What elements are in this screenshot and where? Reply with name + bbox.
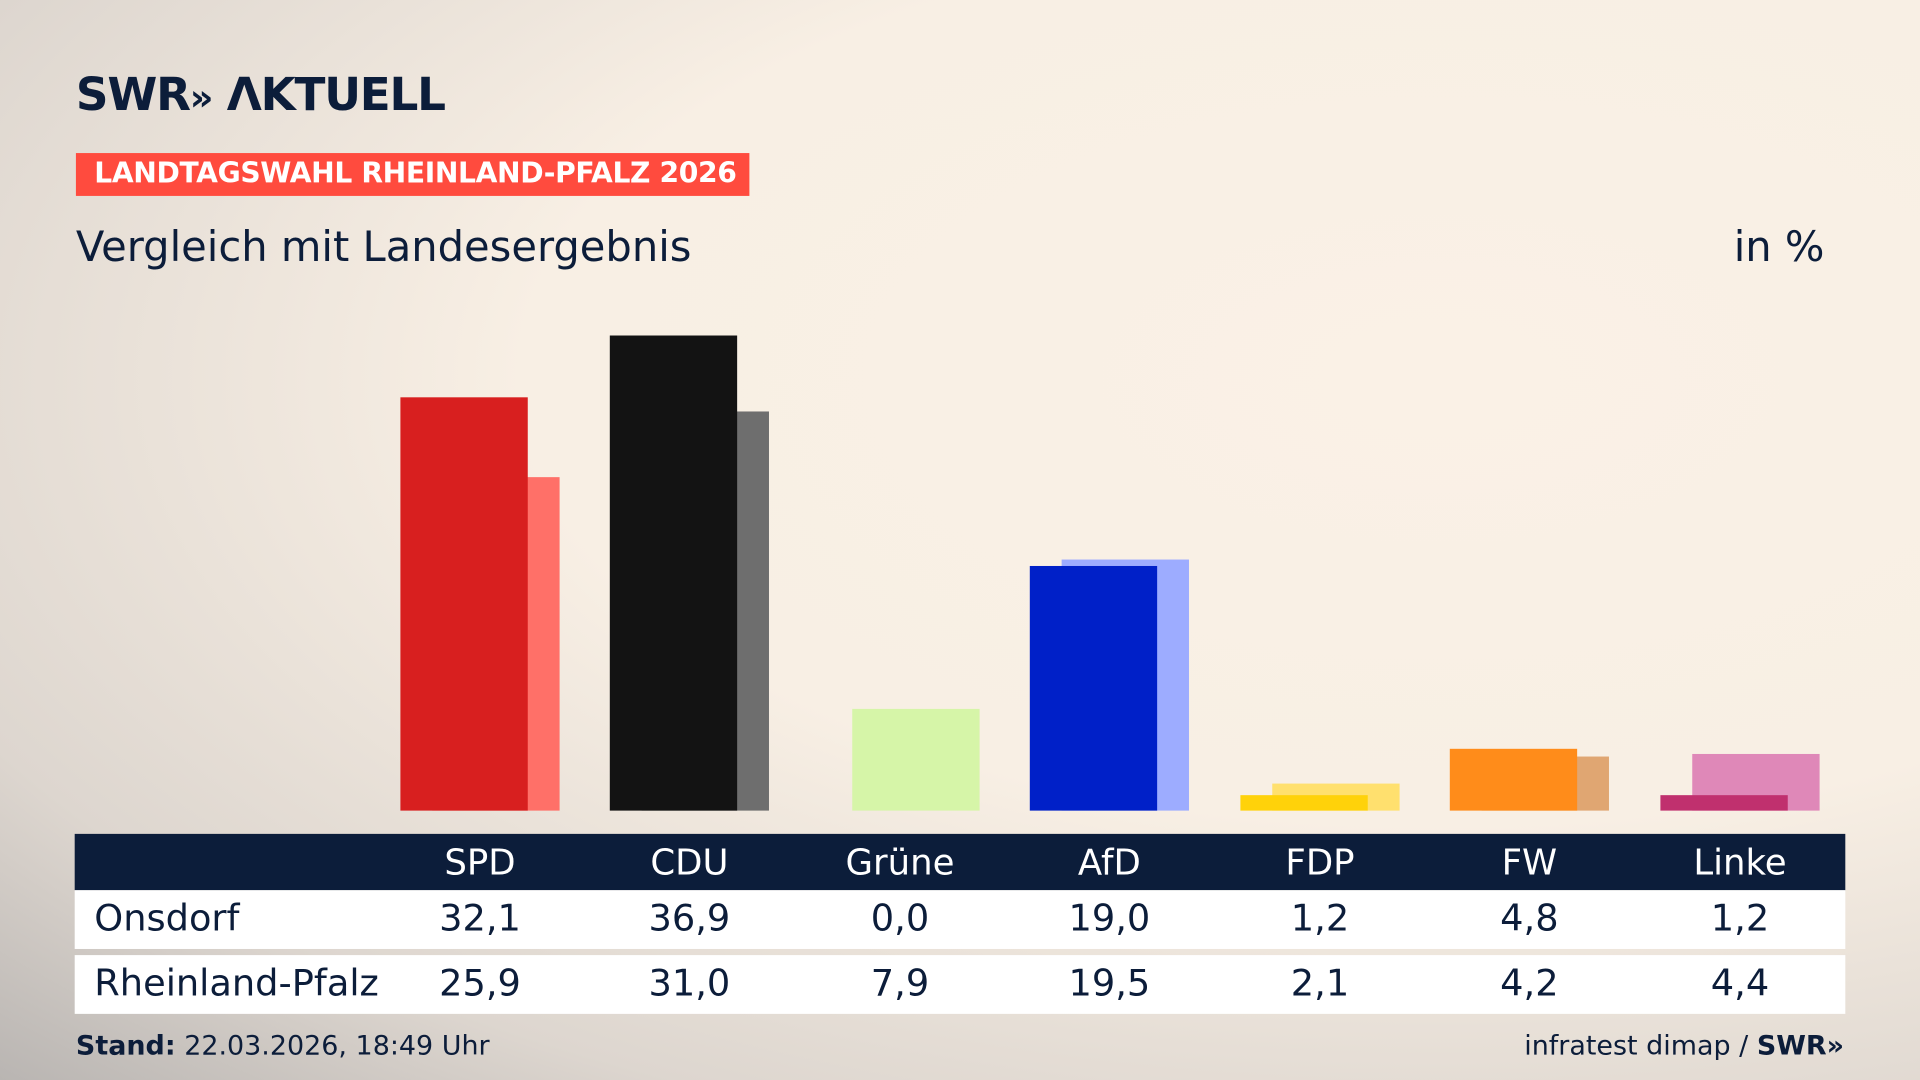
data-label: 19,0 xyxy=(1068,897,1151,941)
table-row: Onsdorf 32,1 36,9 0,0 19,0 1,2 4,8 1,2 xyxy=(74,890,1846,949)
data-label: 19,5 xyxy=(1068,962,1151,1006)
table-row: Rheinland-Pfalz 25,9 31,0 7,9 19,5 2,1 4,2 4,4 xyxy=(74,955,1846,1014)
stand-label: Stand: xyxy=(75,1031,176,1062)
data-label: 4,2 xyxy=(1500,962,1559,1006)
swr-logo: SWR» xyxy=(1756,1031,1845,1062)
column-header: CDU xyxy=(650,841,729,883)
source: infratest dimap / SWR» xyxy=(1524,1031,1844,1062)
data-label: 1,2 xyxy=(1710,897,1770,941)
data-label: 0,0 xyxy=(870,897,930,941)
bar-onsdorf-cdu xyxy=(609,335,738,811)
data-label: 25,9 xyxy=(439,962,521,1006)
column-header: Linke xyxy=(1693,841,1787,883)
results-table: SPD CDU Grüne AfD FDP FW Linke Onsdorf 32,1 36,9… xyxy=(74,833,1846,1014)
data-label: 4,4 xyxy=(1710,962,1770,1006)
data-label: 4,8 xyxy=(1500,897,1559,941)
table-header: SPD CDU Grüne AfD FDP FW Linke xyxy=(74,833,1846,891)
column-header: SPD xyxy=(444,841,516,883)
bar-onsdorf-fdp xyxy=(1240,795,1368,811)
column-header: FDP xyxy=(1285,841,1355,883)
data-label: 1,2 xyxy=(1290,897,1350,941)
chart-subtitle: Vergleich mit Landesergebnis xyxy=(75,222,692,272)
swr-aktuell-logo: SWR» ΛKTUELL xyxy=(75,68,446,122)
bar-landesergebnis-grüne xyxy=(852,708,980,811)
stand-value: 22.03.2026, 18:49 Uhr xyxy=(184,1031,490,1062)
column-header: Grüne xyxy=(845,841,955,883)
bar-onsdorf-fw xyxy=(1449,748,1578,811)
unit-label: in % xyxy=(1733,222,1825,272)
source-text: infratest dimap / xyxy=(1524,1031,1749,1062)
data-label: 36,9 xyxy=(648,897,731,941)
bar-onsdorf-afd xyxy=(1029,565,1158,811)
row-label: Rheinland-Pfalz xyxy=(94,962,379,1006)
data-label: 31,0 xyxy=(648,962,731,1006)
column-header: FW xyxy=(1501,841,1558,883)
data-label: 7,9 xyxy=(870,962,930,1006)
column-header: AfD xyxy=(1077,841,1141,883)
data-label: 2,1 xyxy=(1290,962,1350,1006)
data-label: 32,1 xyxy=(439,897,521,941)
bar-onsdorf-linke xyxy=(1660,795,1788,811)
row-label: Onsdorf xyxy=(94,897,240,941)
timestamp: Stand: 22.03.2026, 18:49 Uhr xyxy=(76,1031,490,1062)
election-badge: LANDTAGSWAHL RHEINLAND-PFALZ 2026 xyxy=(75,153,750,196)
bar-onsdorf-spd xyxy=(400,397,528,811)
